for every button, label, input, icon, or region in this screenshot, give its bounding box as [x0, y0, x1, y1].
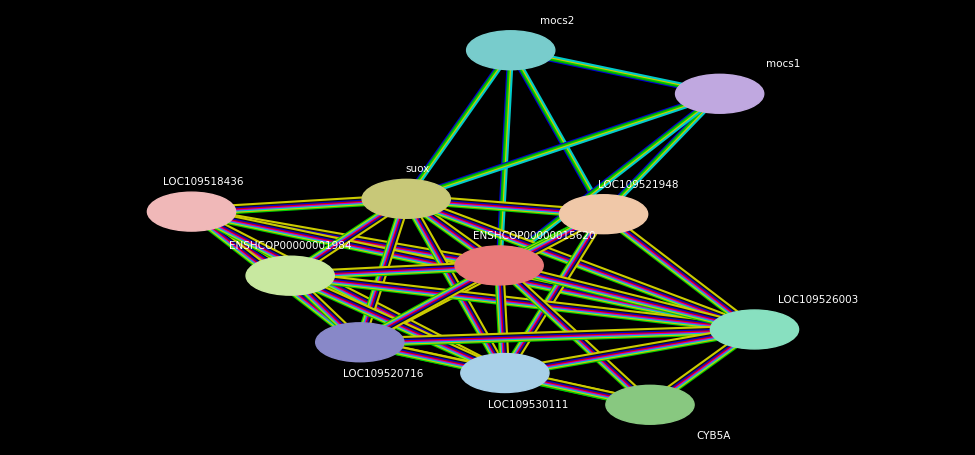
Text: LOC109520716: LOC109520716 [343, 368, 423, 378]
Text: LOC109521948: LOC109521948 [598, 179, 679, 189]
Text: mocs1: mocs1 [766, 59, 800, 69]
Text: ENSHCOP00000015620: ENSHCOP00000015620 [473, 230, 595, 240]
Text: LOC109530111: LOC109530111 [488, 399, 568, 409]
Text: suox: suox [406, 164, 430, 174]
Circle shape [147, 193, 236, 232]
Circle shape [605, 385, 694, 425]
Circle shape [461, 354, 549, 393]
Circle shape [711, 310, 799, 349]
Circle shape [362, 180, 450, 219]
Text: LOC109526003: LOC109526003 [778, 294, 858, 304]
Text: mocs2: mocs2 [540, 15, 574, 25]
Circle shape [246, 257, 334, 295]
Text: LOC109518436: LOC109518436 [163, 177, 244, 187]
Circle shape [560, 195, 647, 234]
Circle shape [676, 75, 763, 114]
Text: CYB5A: CYB5A [697, 430, 731, 440]
Circle shape [467, 32, 555, 71]
Circle shape [455, 247, 543, 285]
Circle shape [316, 323, 404, 362]
Text: ENSHCOP00000001984: ENSHCOP00000001984 [229, 241, 351, 251]
